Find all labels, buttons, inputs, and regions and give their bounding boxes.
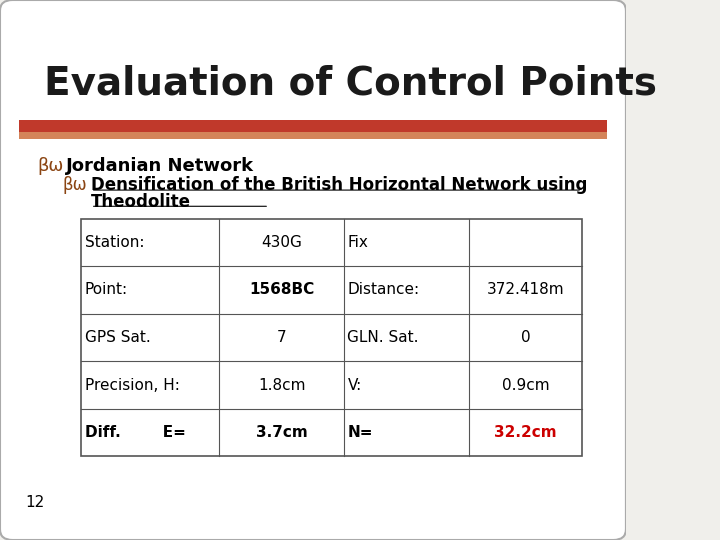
Text: N=: N= [347,425,373,440]
Text: 12: 12 [25,495,45,510]
Text: Distance:: Distance: [347,282,420,298]
Text: Evaluation of Control Points: Evaluation of Control Points [44,65,657,103]
Text: 3.7cm: 3.7cm [256,425,307,440]
Text: Fix: Fix [347,235,368,250]
Text: Densification of the British Horizontal Network using: Densification of the British Horizontal … [91,176,587,193]
Bar [19,120,607,132]
Text: βω: βω [37,157,64,174]
Text: Jordanian Network: Jordanian Network [66,157,254,174]
Text: Point:: Point: [84,282,127,298]
Text: 1568BC: 1568BC [249,282,315,298]
Text: GPS Sat.: GPS Sat. [84,330,150,345]
Text: 430G: 430G [261,235,302,250]
Text: Station:: Station: [84,235,144,250]
Text: 372.418m: 372.418m [487,282,564,298]
Text: 7: 7 [277,330,287,345]
Text: 0.9cm: 0.9cm [502,377,549,393]
Bar [81,219,582,456]
Bar [19,132,607,139]
Text: Precision, H:: Precision, H: [84,377,179,393]
Text: Diff.        E=: Diff. E= [84,425,185,440]
Text: βω: βω [63,176,87,193]
Text: 1.8cm: 1.8cm [258,377,305,393]
Text: Theodolite: Theodolite [91,193,191,211]
Text: 32.2cm: 32.2cm [495,425,557,440]
Text: GLN. Sat.: GLN. Sat. [347,330,419,345]
Text: V:: V: [347,377,361,393]
FancyBboxPatch shape [0,0,626,540]
Text: 0: 0 [521,330,531,345]
